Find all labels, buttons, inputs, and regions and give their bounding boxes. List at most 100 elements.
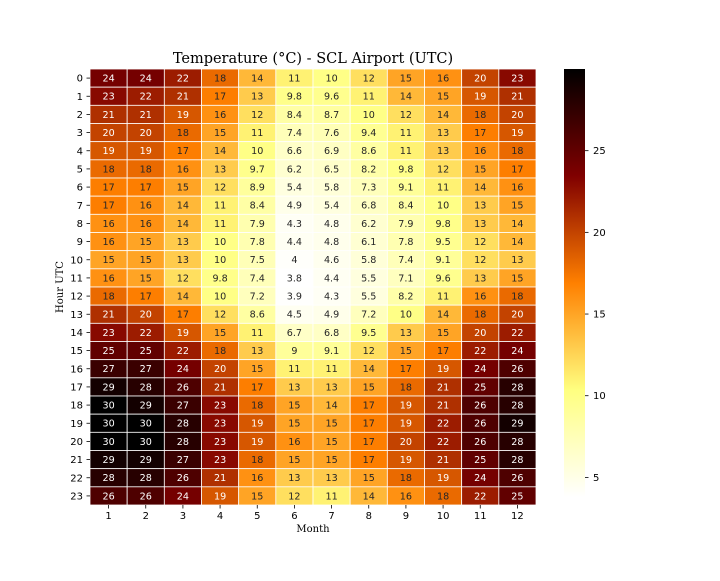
cell-value-label: 22 — [140, 328, 152, 339]
cell-value-label: 18 — [251, 400, 263, 411]
colorbar-tick-label: 10 — [593, 391, 606, 402]
cell-value-label: 13 — [177, 237, 189, 248]
cell-value-label: 17 — [363, 419, 375, 430]
cell-value-label: 15 — [288, 455, 300, 466]
cell-value-label: 11 — [288, 364, 300, 375]
cell-value-label: 16 — [474, 146, 486, 157]
cell-value-label: 10 — [325, 73, 337, 84]
cell-value-label: 22 — [140, 92, 152, 103]
cell-value-label: 11 — [400, 146, 412, 157]
cell-value-label: 21 — [437, 400, 449, 411]
cell-value-label: 19 — [177, 110, 189, 121]
cell-value-label: 15 — [140, 237, 152, 248]
cell-value-label: 28 — [140, 473, 152, 484]
cell-value-label: 4.3 — [287, 219, 302, 230]
cell-value-label: 13 — [511, 255, 523, 266]
cell-value-label: 12 — [474, 237, 486, 248]
cell-value-label: 12 — [288, 491, 300, 502]
cell-value-label: 6.8 — [361, 201, 376, 212]
cell-value-label: 29 — [102, 455, 114, 466]
cell-value-label: 22 — [177, 346, 189, 357]
y-tick-label: 17 — [70, 382, 83, 393]
cell-value-label: 29 — [140, 455, 152, 466]
cell-value-label: 17 — [140, 182, 152, 193]
cell-value-label: 11 — [214, 201, 226, 212]
x-axis-label: Month — [296, 524, 330, 535]
cell-value-label: 4.4 — [287, 237, 302, 248]
cell-value-label: 16 — [102, 273, 114, 284]
cell-value-label: 15 — [511, 201, 523, 212]
cell-value-label: 22 — [437, 419, 449, 430]
cell-value-label: 30 — [140, 419, 152, 430]
cell-value-label: 21 — [140, 110, 152, 121]
x-tick-label: 7 — [328, 511, 334, 522]
y-tick-label: 18 — [70, 401, 83, 412]
cell-value-label: 24 — [474, 364, 486, 375]
x-tick-label: 5 — [254, 511, 260, 522]
cell-value-label: 18 — [437, 491, 449, 502]
cell-value-label: 15 — [214, 328, 226, 339]
cell-value-label: 14 — [363, 364, 375, 375]
cell-value-label: 8.6 — [250, 310, 265, 321]
cell-value-label: 7.8 — [250, 237, 265, 248]
cell-value-label: 9.8 — [287, 92, 302, 103]
cell-value-label: 9.1 — [398, 182, 413, 193]
cell-value-label: 29 — [140, 400, 152, 411]
x-tick-label: 8 — [366, 511, 372, 522]
cell-value-label: 17 — [214, 92, 226, 103]
cell-value-label: 18 — [400, 382, 412, 393]
cell-value-label: 12 — [363, 346, 375, 357]
cell-value-label: 19 — [437, 473, 449, 484]
cell-value-label: 8.2 — [398, 291, 413, 302]
cell-value-label: 16 — [102, 237, 114, 248]
cell-value-label: 9.1 — [324, 346, 339, 357]
cell-value-label: 17 — [363, 437, 375, 448]
cell-value-label: 23 — [214, 437, 226, 448]
y-tick-label: 14 — [70, 328, 83, 339]
cell-value-label: 17 — [474, 128, 486, 139]
cell-value-label: 21 — [214, 382, 226, 393]
cell-value-label: 9.4 — [361, 128, 376, 139]
cell-value-label: 15 — [437, 328, 449, 339]
y-tick-label: 20 — [70, 437, 83, 448]
cell-value-label: 19 — [511, 128, 523, 139]
cell-value-label: 6.7 — [287, 328, 302, 339]
cell-value-label: 8.2 — [361, 164, 376, 175]
cell-value-label: 15 — [140, 255, 152, 266]
cell-value-label: 11 — [437, 291, 449, 302]
cell-value-label: 5.8 — [324, 182, 339, 193]
cell-value-label: 18 — [214, 346, 226, 357]
cell-value-label: 8.4 — [250, 201, 265, 212]
cell-value-label: 28 — [511, 437, 523, 448]
cell-value-label: 22 — [511, 328, 523, 339]
cell-value-label: 9.8 — [435, 219, 450, 230]
cell-value-label: 16 — [474, 291, 486, 302]
cell-value-label: 15 — [325, 419, 337, 430]
cell-value-label: 18 — [102, 164, 114, 175]
cell-value-label: 9 — [291, 346, 297, 357]
cell-value-label: 16 — [251, 473, 263, 484]
cell-value-label: 19 — [400, 400, 412, 411]
cell-value-label: 28 — [511, 400, 523, 411]
cell-value-label: 19 — [251, 437, 263, 448]
cell-value-label: 26 — [474, 437, 486, 448]
cell-value-label: 7.2 — [250, 291, 265, 302]
cell-value-label: 16 — [140, 201, 152, 212]
cell-value-label: 12 — [437, 164, 449, 175]
cell-value-label: 14 — [214, 146, 226, 157]
cell-value-label: 18 — [251, 455, 263, 466]
cell-value-label: 19 — [251, 419, 263, 430]
cell-value-label: 15 — [363, 473, 375, 484]
cell-value-label: 14 — [437, 310, 449, 321]
cell-value-label: 21 — [437, 455, 449, 466]
y-tick-label: 16 — [70, 364, 83, 375]
cell-value-label: 6.2 — [361, 219, 376, 230]
cell-value-label: 8.7 — [324, 110, 339, 121]
x-axis-ticks: 1 2 3 4 5 6 7 8 9 10 11 12 — [105, 505, 524, 522]
chart-title: Temperature (°C) - SCL Airport (UTC) — [173, 51, 453, 67]
cell-value-label: 12 — [214, 182, 226, 193]
cell-value-label: 14 — [511, 219, 523, 230]
cell-value-label: 11 — [325, 491, 337, 502]
